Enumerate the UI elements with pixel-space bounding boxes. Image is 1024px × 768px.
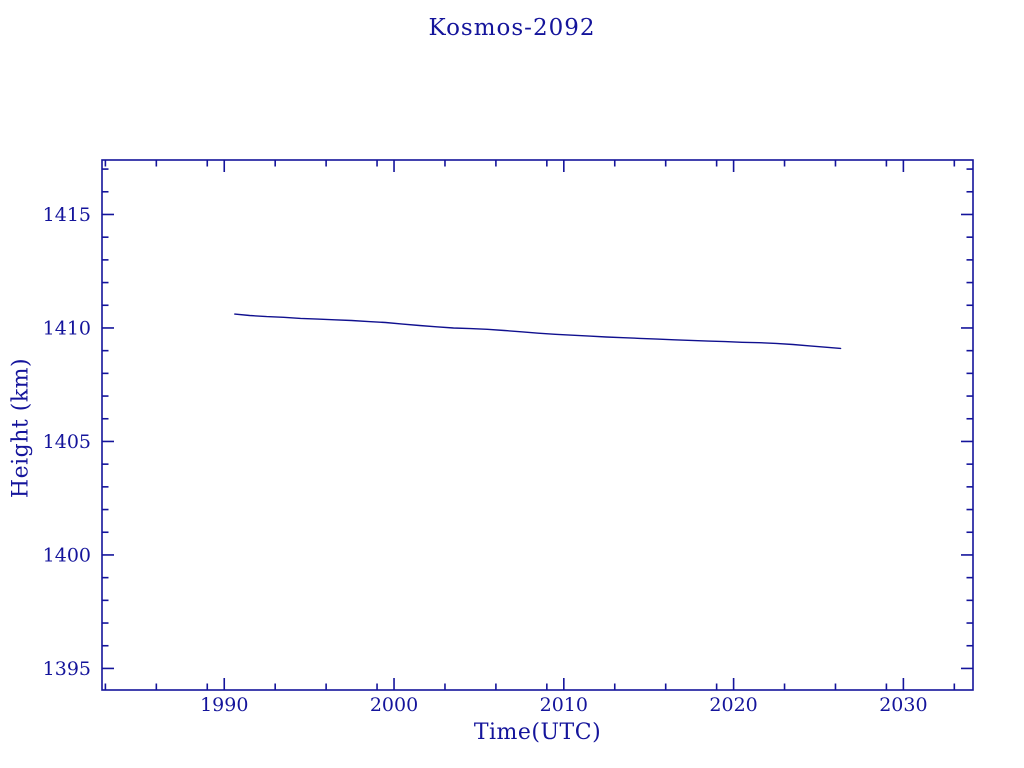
x-tick-label: 2030 — [879, 694, 927, 716]
y-tick-label: 1395 — [43, 658, 91, 680]
data-line-height — [234, 313, 842, 350]
y-tick-label: 1400 — [43, 544, 91, 566]
y-tick-label: 1415 — [43, 204, 91, 226]
x-tick-label: 2000 — [370, 694, 418, 716]
y-tick-label: 1410 — [43, 317, 91, 339]
chart-title: Kosmos-2092 — [428, 15, 596, 41]
x-tick-label: 2020 — [709, 694, 757, 716]
y-axis-label-text: Height (km) — [8, 357, 34, 499]
plot-box — [101, 159, 974, 691]
x-axis-label: Time(UTC) — [473, 720, 602, 745]
x-tick-label: 2010 — [540, 694, 588, 716]
x-tick-label: 1990 — [200, 694, 248, 716]
y-tick-label: 1405 — [43, 431, 91, 453]
